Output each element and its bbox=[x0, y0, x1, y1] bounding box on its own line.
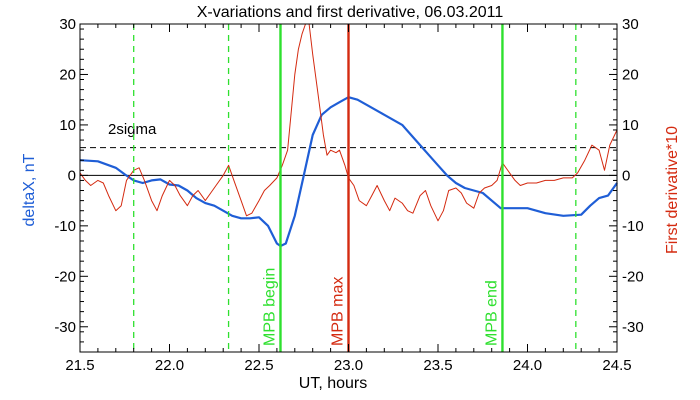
y-tick-label-left: 10 bbox=[59, 117, 76, 134]
y-tick-label-left: -10 bbox=[54, 218, 76, 235]
x-tick-label: 22.0 bbox=[155, 357, 184, 374]
y-tick-label-right: 0 bbox=[622, 167, 630, 184]
y-tick-label-right: 10 bbox=[622, 117, 639, 134]
chart-title: X-variations and first derivative, 06.03… bbox=[197, 4, 504, 21]
derivative-series-line bbox=[79, 23, 618, 222]
event-marker-label: MPB end bbox=[483, 280, 500, 346]
x-tick-label: 24.5 bbox=[602, 357, 631, 374]
x-tick-label: 23.0 bbox=[334, 357, 363, 374]
y-tick-label-right: -10 bbox=[622, 218, 644, 235]
y-axis-label-left: deltaX, nT bbox=[21, 153, 38, 226]
x-tick-label: 23.5 bbox=[423, 357, 452, 374]
y-tick-label-left: -30 bbox=[54, 319, 76, 336]
axes: 21.5 22.0 22.5 23.0 23.5 24.0 24.5 -30 -20 -10 0 10… bbox=[54, 16, 643, 374]
x-tick-label: 22.5 bbox=[244, 357, 273, 374]
y-tick-label-right: -20 bbox=[622, 268, 644, 285]
y-axis-label-right: First derivative*10 bbox=[664, 126, 681, 254]
y-tick-label-right: 30 bbox=[622, 16, 639, 33]
y-tick-label-left: -20 bbox=[54, 268, 76, 285]
threshold-label: 2sigma bbox=[108, 121, 157, 138]
y-tick-label-left: 0 bbox=[68, 167, 76, 184]
y-tick-label-left: 30 bbox=[59, 16, 76, 33]
x-tick-label: 21.5 bbox=[65, 357, 94, 374]
event-marker-label: MPB max bbox=[330, 277, 347, 346]
series-lines bbox=[79, 23, 618, 248]
y-tick-label-right: 20 bbox=[622, 66, 639, 83]
event-markers: MPB begin MPB max MPB end bbox=[133, 24, 577, 352]
deltax-series-line bbox=[79, 96, 618, 248]
event-marker-label: MPB begin bbox=[261, 268, 278, 346]
y-tick-label-left: 20 bbox=[59, 66, 76, 83]
x-axis-label: UT, hours bbox=[299, 375, 367, 392]
x-tick-label: 24.0 bbox=[513, 357, 542, 374]
y-tick-label-right: -30 bbox=[622, 319, 644, 336]
